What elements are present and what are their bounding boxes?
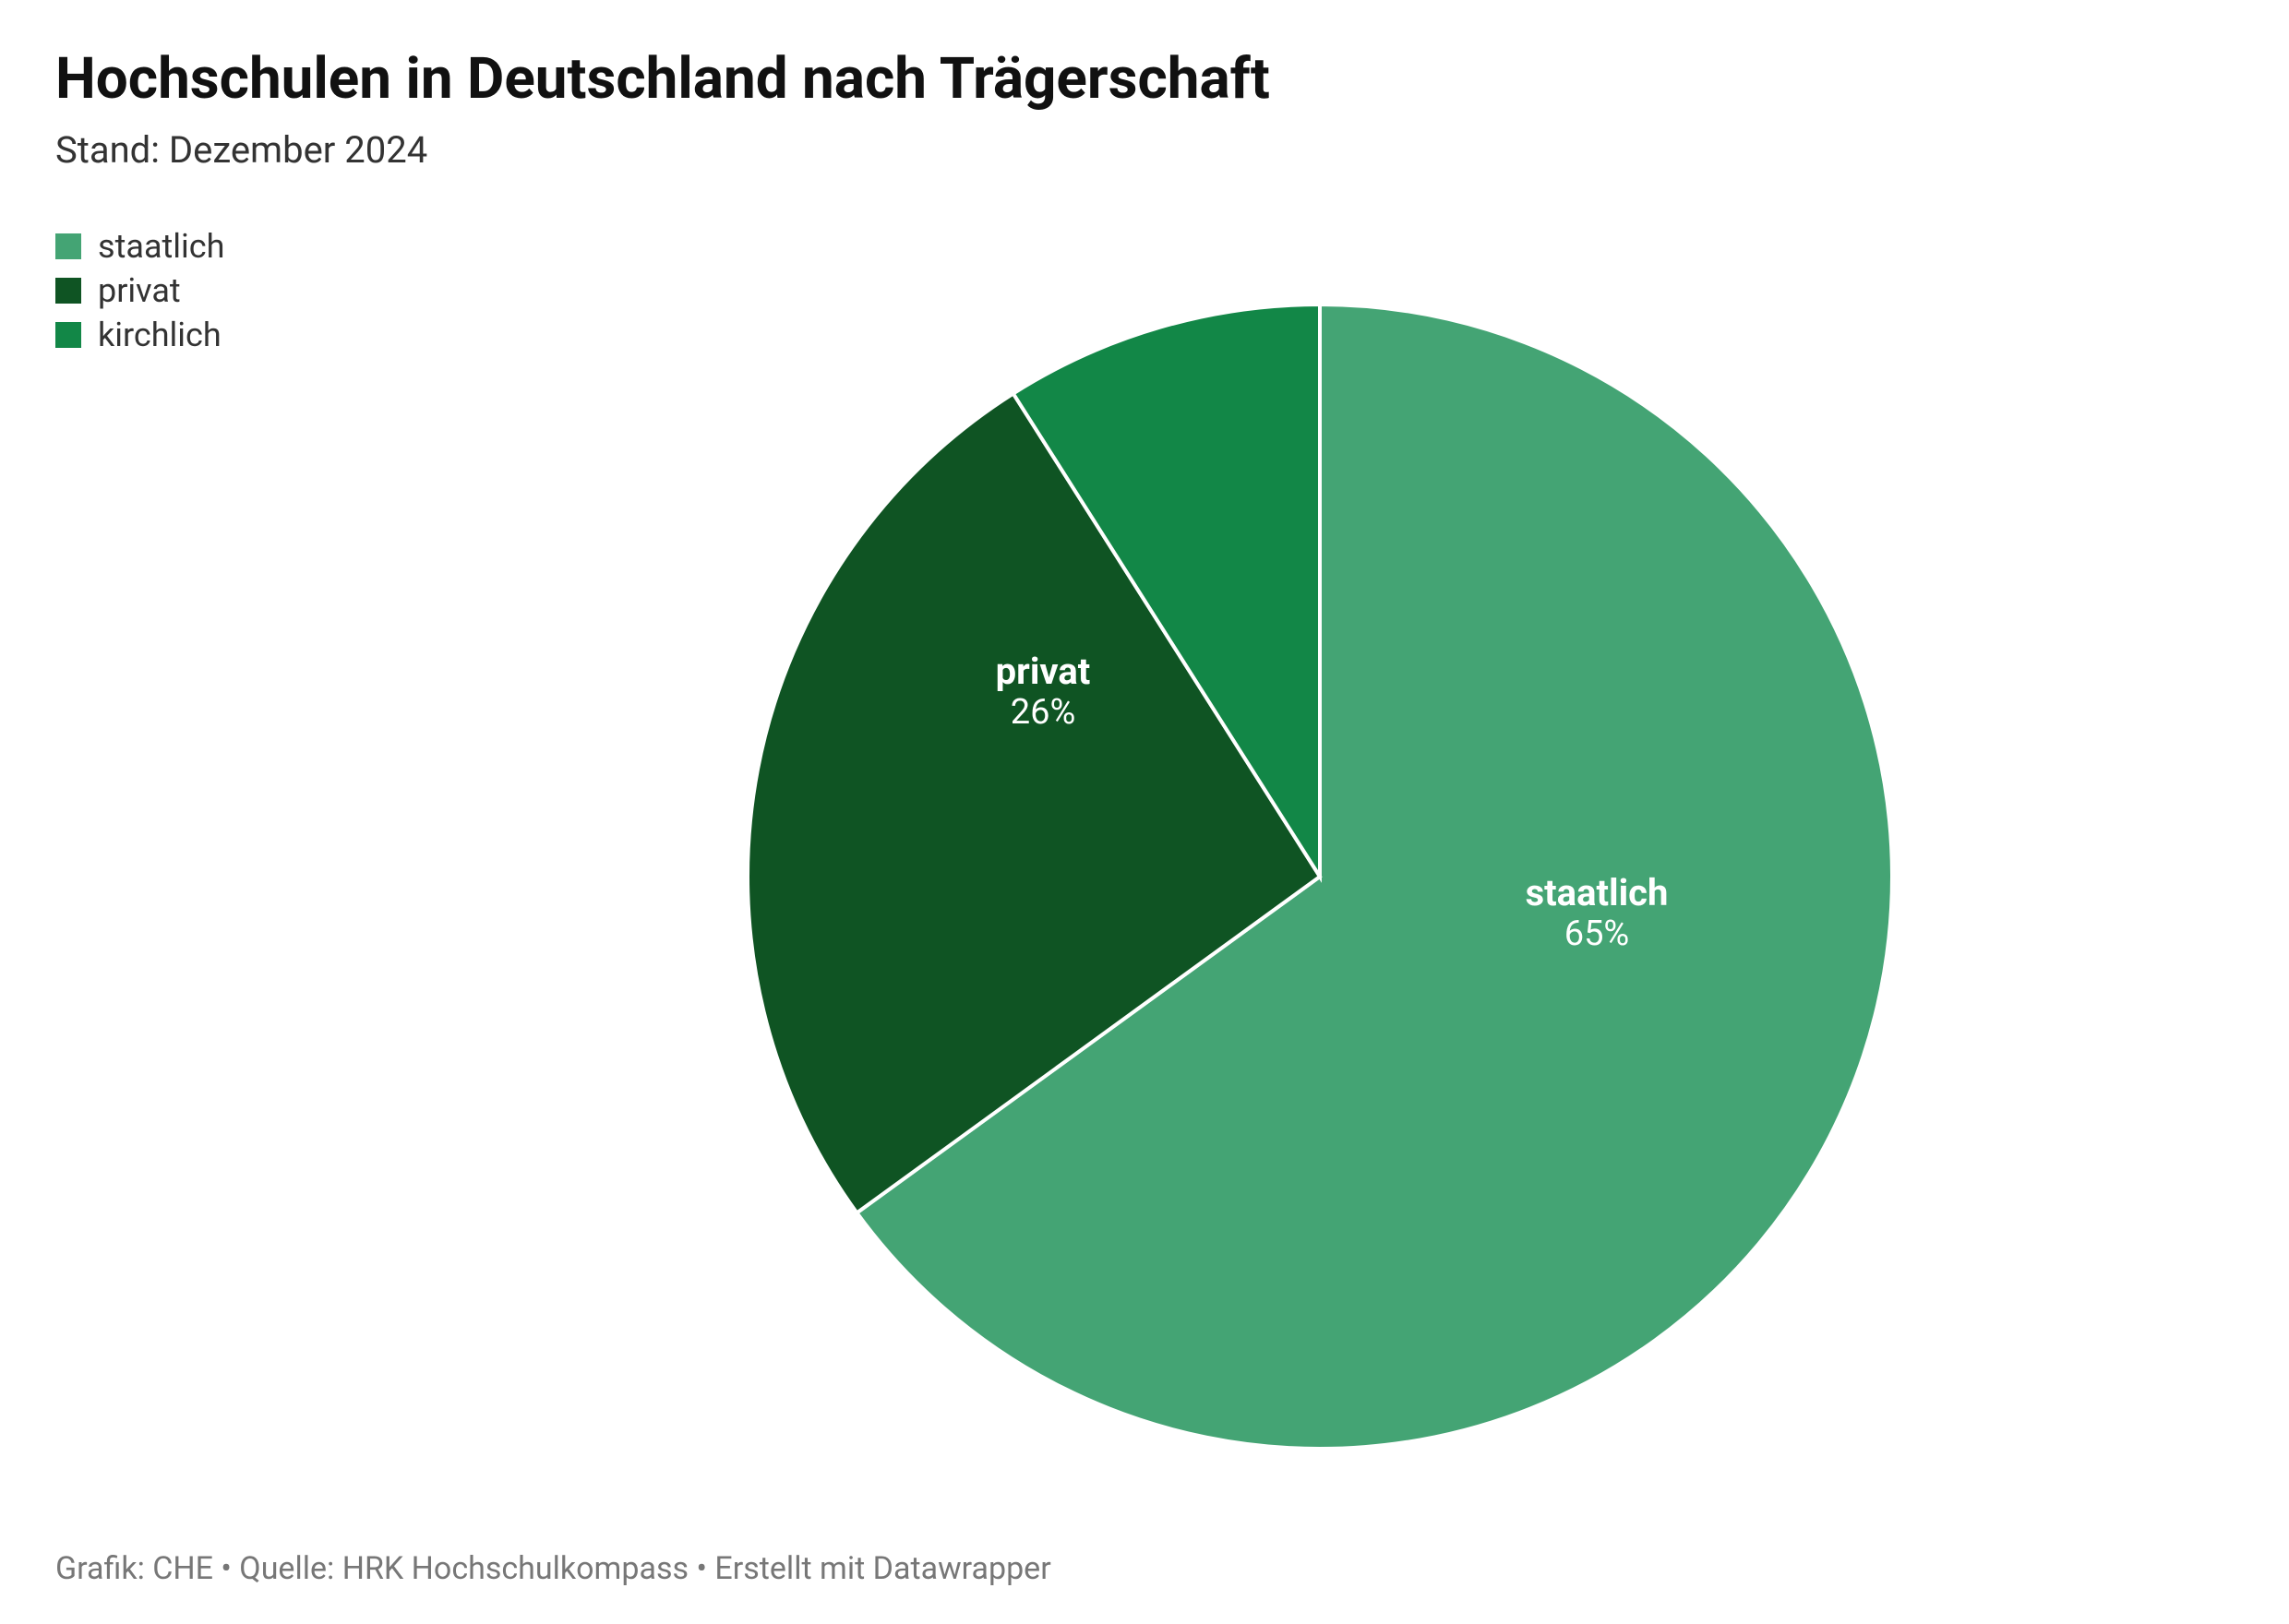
chart-container: Hochschulen in Deutschland nach Trägersc… [0,0,2289,1624]
chart-title: Hochschulen in Deutschland nach Trägersc… [55,46,2234,112]
pie-label-pct: 9% [870,287,1013,328]
pie-label-pct: 65% [1526,914,1669,955]
pie-label-name: privat [996,651,1091,693]
pie-label-staatlich: staatlich65% [1526,872,1669,955]
pie-label-privat: privat26% [996,651,1091,734]
pie-label-pct: 26% [996,693,1091,734]
legend-swatch [55,278,81,304]
pie-chart: staatlich65%privat26%kirchlich9% [742,299,1898,1454]
legend-item-staatlich: staatlich [55,227,2234,266]
legend-label: kirchlich [98,316,222,354]
pie-svg [742,299,1898,1454]
legend-label: privat [98,271,181,310]
legend-swatch [55,233,81,259]
legend-label: staatlich [98,227,224,266]
legend-swatch [55,322,81,348]
pie-label-name: staatlich [1526,872,1669,914]
pie-label-kirchlich: kirchlich9% [870,245,1013,328]
chart-subtitle: Stand: Dezember 2024 [55,128,2234,172]
chart-footer: Grafik: CHE • Quelle: HRK Hochschulkompa… [55,1550,1051,1587]
pie-label-name: kirchlich [870,245,1013,287]
